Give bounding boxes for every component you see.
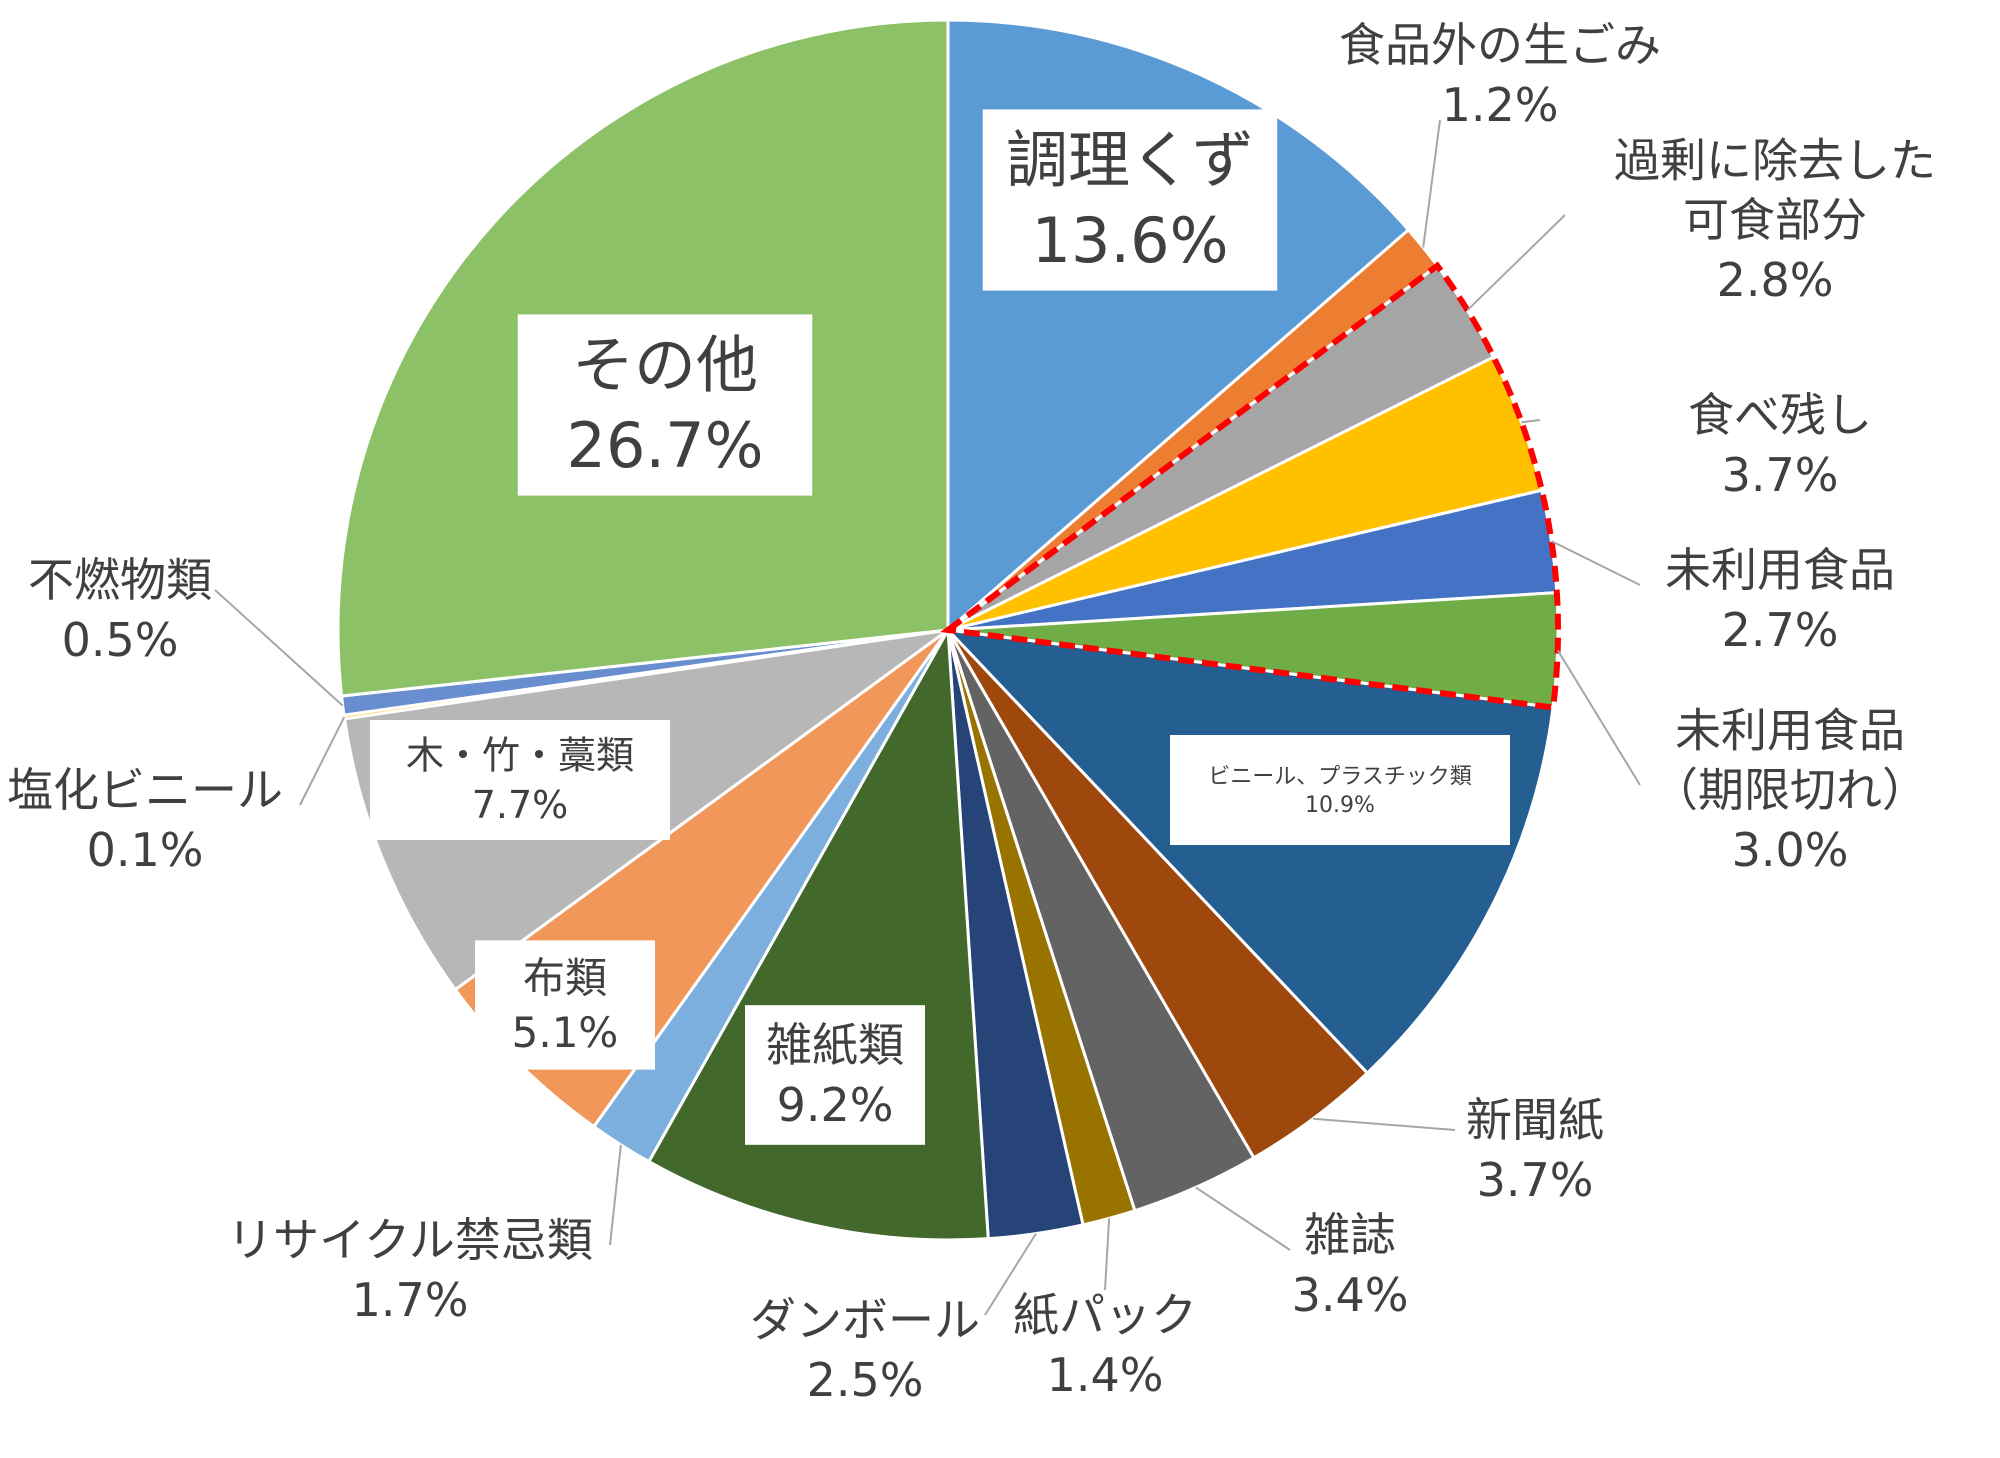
- slice-12-name-label: リサイクル禁忌類: [227, 1213, 593, 1267]
- slice-11-label-box: [745, 1005, 925, 1145]
- slice-14-label-box: [370, 720, 670, 840]
- slice-15-value-label: 0.1%: [87, 823, 204, 877]
- slice-2-leader-line: [1466, 214, 1566, 311]
- slice-3-value-label: 3.7%: [1722, 448, 1839, 502]
- slice-2-name-label: 可食部分: [1683, 193, 1867, 247]
- slice-5-name-label: 未利用食品: [1675, 703, 1905, 757]
- slice-16-value-label: 0.5%: [62, 613, 179, 667]
- slice-3-name-label: 食べ残し: [1688, 388, 1872, 442]
- slice-14-name-label: 木・竹・藁類: [406, 734, 634, 778]
- slice-7-name-label: 新聞紙: [1466, 1093, 1604, 1147]
- slice-6-name-label: ビニール、プラスチック類: [1208, 764, 1472, 789]
- slice-8-name-label: 雑誌: [1304, 1208, 1396, 1262]
- slice-4-name-label: 未利用食品: [1665, 543, 1895, 597]
- slice-11-value-label: 9.2%: [777, 1078, 894, 1132]
- highlight-outline: [940, 261, 1561, 711]
- slice-16-name-label: 不燃物類: [28, 553, 212, 607]
- slice-3-leader-line: [1521, 419, 1541, 424]
- slice-0-label-box: [982, 109, 1278, 291]
- slice-6-value-label: 10.9%: [1305, 793, 1375, 818]
- slice-13-label-box: [475, 940, 655, 1070]
- slice-17-name-label: その他: [572, 328, 758, 401]
- slice-0-value-label: 13.6%: [1032, 204, 1229, 277]
- slice-12-value-label: 1.7%: [352, 1273, 469, 1327]
- slice-7-value-label: 3.7%: [1477, 1153, 1594, 1207]
- slice-10-leader-line: [984, 1233, 1037, 1316]
- slice-1-leader-line: [1422, 119, 1441, 248]
- slice-10-value-label: 2.5%: [807, 1353, 924, 1407]
- slice-15-name-label: 塩化ビニール: [7, 763, 283, 817]
- slice-13-value-label: 5.1%: [512, 1008, 619, 1057]
- slice-6-label-box: [1170, 735, 1510, 845]
- slice-9-name-label: 紙パック: [1013, 1288, 1197, 1342]
- slice-1-name-label: 食品外の生ごみ: [1339, 18, 1661, 72]
- slice-5-name-label: （期限切れ）: [1652, 763, 1928, 817]
- food-loss-highlight: [940, 261, 1561, 711]
- slice-5-value-label: 3.0%: [1732, 823, 1849, 877]
- slice-13-name-label: 布類: [523, 953, 607, 1002]
- slice-7-leader-line: [1312, 1117, 1456, 1131]
- slice-8-value-label: 3.4%: [1292, 1268, 1409, 1322]
- slice-2-name-label: 過剰に除去した: [1614, 133, 1936, 187]
- slice-4-value-label: 2.7%: [1722, 603, 1839, 657]
- slice-0-name-label: 調理くず: [1006, 123, 1254, 196]
- slice-16-leader-line: [214, 589, 344, 707]
- slice-15-leader-line: [299, 716, 346, 806]
- slice-5-leader-line: [1556, 649, 1641, 786]
- slice-11-name-label: 雑紙類: [766, 1018, 904, 1072]
- slice-12-leader-line: [609, 1144, 622, 1246]
- slice-17-value-label: 26.7%: [567, 409, 764, 482]
- slice-4-leader-line: [1551, 540, 1641, 586]
- slice-10-name-label: ダンボール: [750, 1293, 980, 1347]
- slice-14-value-label: 7.7%: [472, 783, 569, 827]
- slice-9-value-label: 1.4%: [1047, 1348, 1164, 1402]
- leader-lines: [214, 119, 1641, 1316]
- slice-2-value-label: 2.8%: [1717, 253, 1834, 307]
- slice-9-leader-line: [1104, 1218, 1111, 1291]
- slice-8-leader-line: [1195, 1186, 1291, 1251]
- slice-17-label-box: [517, 314, 813, 496]
- slice-1-value-label: 1.2%: [1442, 78, 1559, 132]
